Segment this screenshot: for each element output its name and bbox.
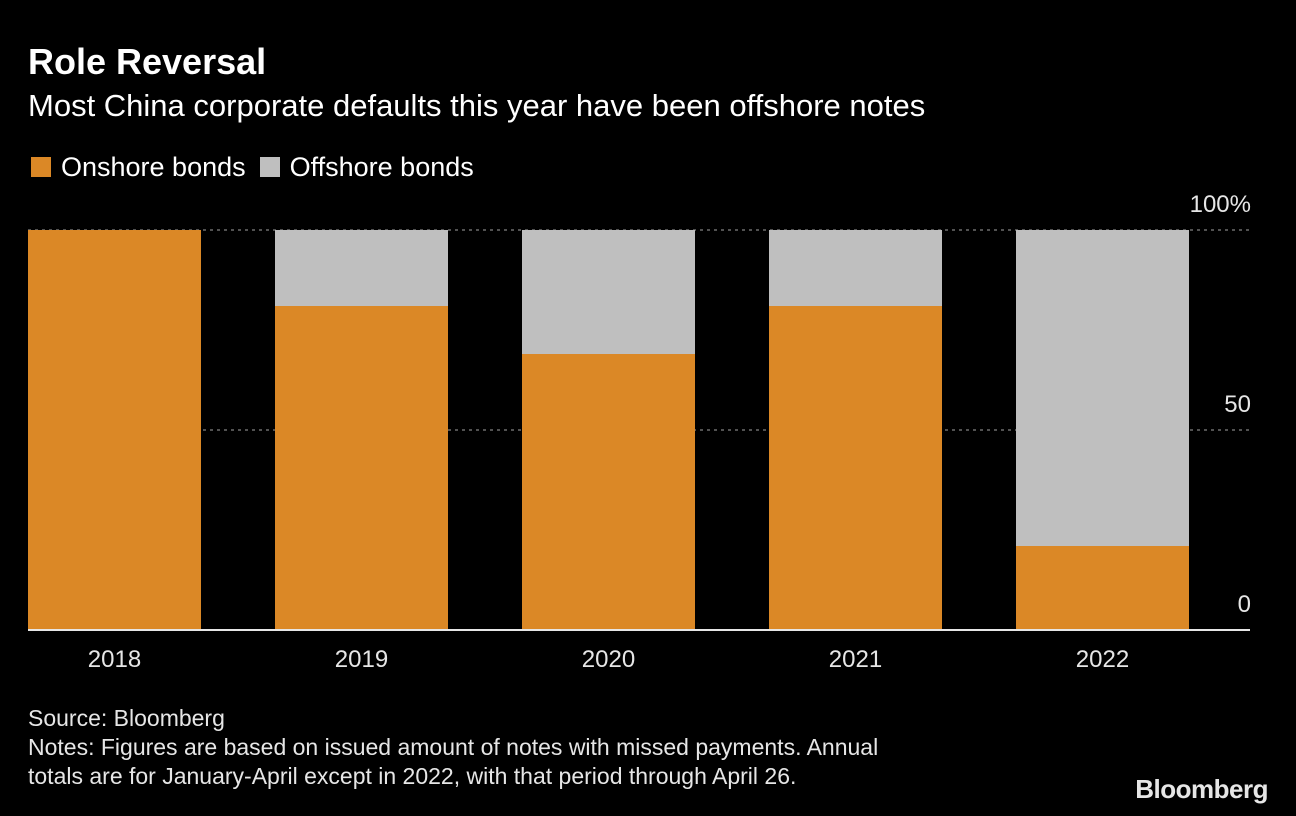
chart-footer: Source: Bloomberg Notes: Figures are bas… (28, 704, 878, 791)
chart-title: Role Reversal (28, 41, 267, 82)
y-tick-label-0: 0 (1238, 591, 1251, 618)
y-tick-label-100: 100% (1190, 191, 1251, 218)
legend-label-onshore: Onshore bonds (61, 152, 246, 182)
x-tick-label-2018: 2018 (88, 646, 141, 673)
bar-2018-onshore (28, 230, 201, 630)
legend-swatch-offshore (259, 157, 280, 177)
notes-line-1: Notes: Figures are based on issued amoun… (28, 734, 879, 760)
legend: Onshore bonds Offshore bonds (31, 150, 488, 184)
bar-2019-onshore (275, 306, 448, 630)
legend-item-onshore: Onshore bonds (31, 150, 246, 184)
bar-chart: 2018 2019 2020 2021 2022 0 50 100% (28, 191, 1251, 673)
x-tick-label-2020: 2020 (582, 646, 635, 673)
x-tick-label-2022: 2022 (1076, 646, 1129, 673)
legend-item-offshore: Offshore bonds (259, 150, 474, 184)
bloomberg-logo: Bloomberg (1135, 774, 1268, 804)
bar-2021-onshore (769, 306, 942, 630)
y-tick-label-50: 50 (1224, 391, 1251, 418)
bar-2019-offshore (275, 230, 448, 306)
notes-line-2: totals are for January-April except in 2… (28, 763, 797, 789)
x-tick-label-2021: 2021 (829, 646, 882, 673)
legend-label-offshore: Offshore bonds (289, 152, 474, 182)
bar-2020-onshore (522, 354, 695, 630)
source-note: Source: Bloomberg (28, 705, 225, 731)
legend-swatch-onshore (31, 157, 51, 177)
bar-2022-offshore (1016, 230, 1189, 546)
bar-2020-offshore (522, 230, 695, 354)
bar-2021-offshore (769, 230, 942, 306)
x-tick-label-2019: 2019 (335, 646, 388, 673)
bar-2022-onshore (1016, 546, 1189, 630)
chart-subtitle: Most China corporate defaults this year … (28, 88, 926, 123)
